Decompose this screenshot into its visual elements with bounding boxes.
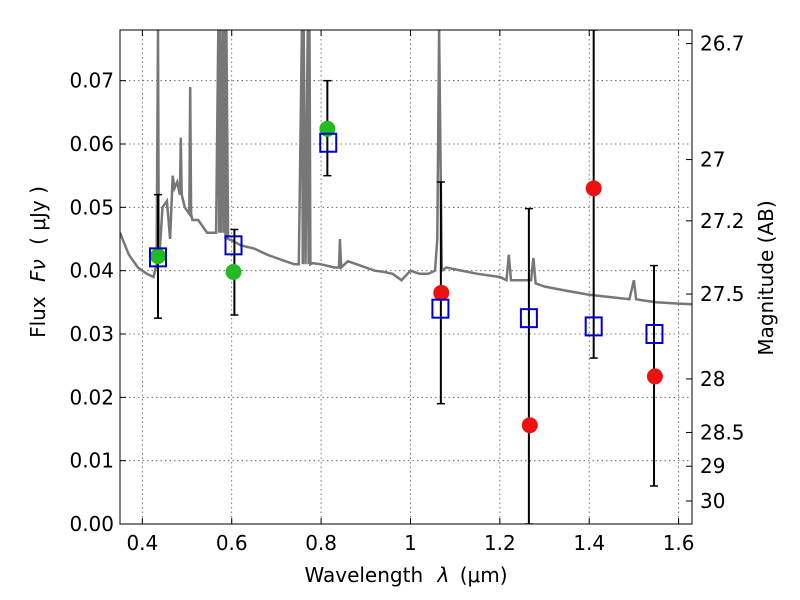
x-tick-label: 1.2 [484,531,516,555]
y-tick-label: 0.04 [69,259,114,283]
y-tick-label: 0.06 [69,132,114,156]
magnitude-axis-ticks: 26.7 27 27.2 27.5 28 28.5 29 30 [686,32,745,513]
magnitude-tick-label: 27.5 [700,282,745,306]
magnitude-tick-label: 29 [700,454,725,478]
model-flux-square [584,316,603,337]
model-flux-square [148,247,167,268]
x-axis-label-text: Wavelength [304,563,423,587]
detection-point [319,120,336,137]
y-tick-label: 0.00 [69,512,114,536]
markers-layer [148,120,664,434]
template-spectrum-layer [120,30,692,306]
low-significance-point [521,417,538,434]
x-tick-label: 0.6 [216,531,248,555]
y-axis-label-unit: ( μJy ) [26,186,50,245]
plot-frame [119,29,693,525]
x-tick-label: 0.4 [126,531,158,555]
y-axis-ticks: 0.00 0.01 0.02 0.03 0.04 0.05 0.06 0.07 [69,69,126,536]
low-significance-point [646,368,663,385]
x-axis-label: Wavelength λ (μm) [304,563,507,587]
magnitude-tick-label: 27.2 [700,209,745,233]
x-axis-label-unit: (μm) [460,563,508,587]
low-significance-point [585,180,602,197]
model-flux-square [519,308,538,329]
magnitude-tick-label: 28 [700,367,725,391]
detection-point [225,263,242,280]
y-tick-label: 0.01 [69,449,114,473]
y-tick-label: 0.02 [69,385,114,409]
model-flux-square [431,298,450,319]
magnitude-tick-label: 28.5 [700,420,745,444]
magnitude-tick-label: 27 [700,148,725,172]
y-tick-label: 0.05 [69,195,114,219]
model-flux-square [224,235,243,256]
y-axis-label-text: Flux [26,296,50,338]
x-axis-ticks: 0.4 0.6 0.8 1 1.2 1.4 1.6 [126,30,695,555]
x-axis-label-symbol: λ [437,563,450,587]
y-axis-label: Flux Fν ( μJy ) [26,186,50,338]
template-spectrum-line [120,30,692,306]
model-flux-square [319,132,338,153]
magnitude-tick-label: 30 [700,489,725,513]
y-tick-label: 0.03 [69,322,114,346]
y-tick-label: 0.07 [69,69,114,93]
low-significance-point [433,284,450,301]
x-tick-label: 1 [404,531,417,555]
x-tick-label: 1.4 [573,531,605,555]
y-axis-label-symbol: Fν [26,259,50,282]
x-tick-label: 1.6 [663,531,695,555]
model-flux-square [645,324,664,344]
detection-point [149,248,166,265]
magnitude-axis-label: Magnitude (AB) [754,200,778,355]
x-tick-label: 0.8 [305,531,337,555]
magnitude-tick-label: 26.7 [700,32,745,56]
